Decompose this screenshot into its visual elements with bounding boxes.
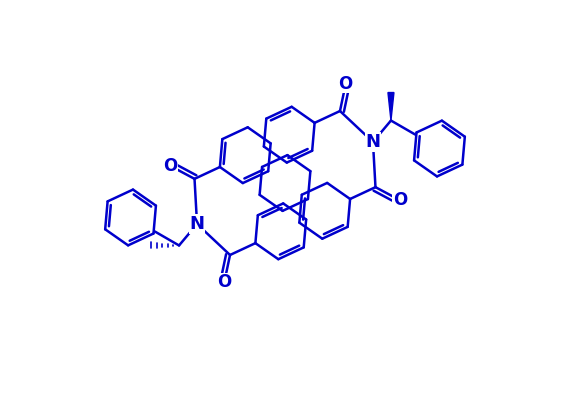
Text: O: O (163, 157, 177, 175)
Polygon shape (388, 93, 394, 120)
Text: N: N (190, 215, 205, 233)
Text: O: O (393, 191, 407, 209)
Text: N: N (365, 133, 380, 151)
Text: O: O (217, 273, 231, 291)
Text: O: O (339, 75, 353, 93)
